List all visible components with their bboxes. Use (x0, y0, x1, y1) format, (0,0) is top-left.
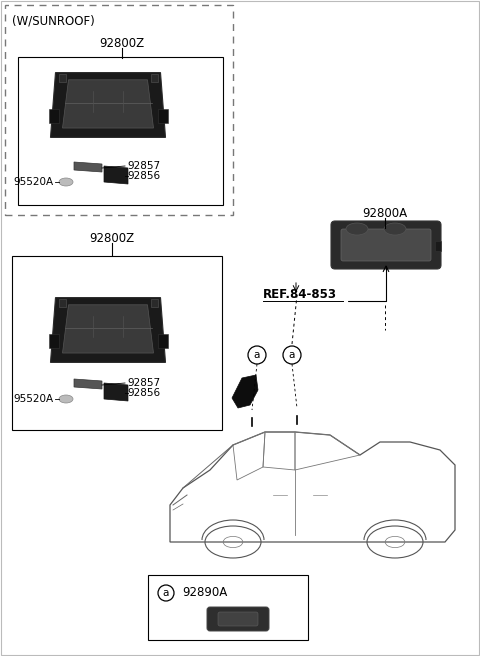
Text: 92856: 92856 (127, 171, 160, 181)
Text: 92800A: 92800A (362, 207, 408, 220)
Bar (148, 575, 308, 640)
Bar (151, 74, 157, 82)
Bar (5, 5, 233, 215)
Polygon shape (232, 375, 258, 408)
Bar (59, 74, 65, 82)
Polygon shape (104, 166, 128, 184)
Text: 92857: 92857 (127, 161, 160, 171)
Circle shape (158, 585, 174, 601)
Polygon shape (62, 80, 154, 128)
Polygon shape (104, 383, 128, 401)
Text: a: a (289, 350, 295, 360)
FancyBboxPatch shape (218, 612, 258, 626)
FancyBboxPatch shape (207, 607, 269, 631)
Text: 92800Z: 92800Z (89, 232, 134, 245)
Text: REF.84-853: REF.84-853 (263, 289, 337, 302)
Bar (48, 109, 59, 123)
Polygon shape (74, 162, 102, 172)
Text: a: a (254, 350, 260, 360)
Polygon shape (62, 305, 154, 353)
Bar (157, 334, 168, 348)
Bar (18, 57, 223, 205)
Text: 95520A: 95520A (14, 177, 54, 187)
Bar (151, 299, 157, 307)
Text: 92890A: 92890A (182, 586, 227, 600)
Bar (59, 299, 65, 307)
Ellipse shape (59, 395, 73, 403)
Text: 95520A: 95520A (14, 394, 54, 404)
Bar (48, 334, 59, 348)
Ellipse shape (346, 223, 368, 235)
Bar (12, 256, 222, 430)
Text: a: a (163, 588, 169, 598)
Bar (157, 109, 168, 123)
Ellipse shape (384, 223, 406, 235)
FancyBboxPatch shape (331, 221, 441, 269)
FancyBboxPatch shape (341, 229, 431, 261)
Text: 92857: 92857 (127, 378, 160, 388)
Text: 92800Z: 92800Z (99, 37, 144, 50)
Polygon shape (50, 73, 166, 137)
Circle shape (248, 346, 266, 364)
Ellipse shape (59, 178, 73, 186)
Polygon shape (50, 298, 166, 362)
Bar (435, 241, 441, 251)
Polygon shape (74, 379, 102, 389)
Text: 92856: 92856 (127, 388, 160, 398)
Text: (W/SUNROOF): (W/SUNROOF) (12, 15, 95, 28)
Circle shape (283, 346, 301, 364)
